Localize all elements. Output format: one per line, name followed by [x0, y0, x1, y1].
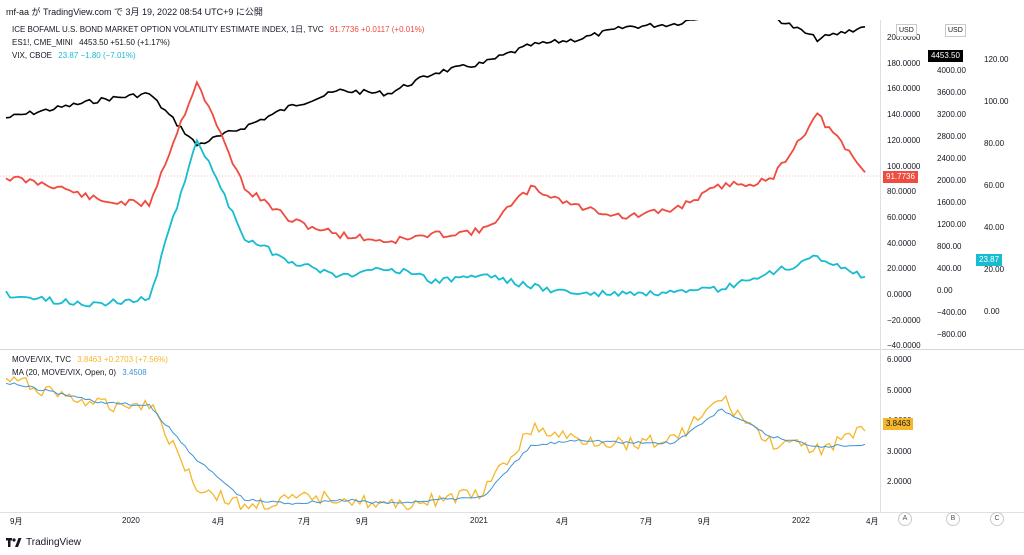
tradingview-logo-icon [6, 538, 22, 547]
ratio-scale-tick: 5.0000 [887, 385, 912, 395]
vix-scale-tick: 80.00 [984, 139, 1005, 148]
legend-ratio-name: MOVE/VIX, TVC [12, 355, 71, 364]
move-scale-tick: 20.0000 [887, 264, 916, 274]
scale-button-a[interactable]: A [898, 512, 912, 526]
move-scale-tick: 40.0000 [887, 238, 916, 248]
es-last-value-badge: 4453.50 [928, 50, 963, 62]
time-scale-tick: 9月 [10, 517, 23, 526]
move-scale-tick: 180.0000 [887, 58, 921, 68]
vix-scale-tick: 60.00 [984, 181, 1005, 190]
legend-ice-value: 91.7736 +0.0117 (+0.01%) [329, 25, 425, 34]
legend-ma: MA (20, MOVE/VIX, Open, 0) 3.4508 [12, 369, 147, 377]
ratio-scale-tick: 2.0000 [887, 477, 912, 486]
usd-label-right[interactable]: USD [945, 24, 966, 37]
time-scale-tick: 7月 [298, 517, 311, 526]
es-scale-tick: 1600.00 [937, 198, 966, 207]
time-scale-tick: 2020 [122, 516, 140, 525]
legend-vix-name: VIX, CBOE [12, 51, 53, 60]
vix-series-line [5, 138, 866, 308]
es-scale-tick: 2800.00 [937, 132, 966, 141]
ratio-scale-tick: 3.0000 [887, 446, 912, 456]
move-vix-series-line [5, 376, 866, 510]
legend-ice: ICE BOFAML U.S. BOND MARKET OPTION VOLAT… [12, 26, 424, 34]
time-scale-tick: 4月 [212, 517, 225, 526]
time-scale-tick: 4月 [556, 517, 569, 526]
move-scale-tick: 0.0000 [887, 290, 912, 299]
vix-last-value-badge: 23.87 [976, 254, 1003, 266]
move-scale-tick: 200.0000 [887, 33, 921, 42]
pane-separator[interactable] [0, 349, 1024, 350]
es-scale-tick: 1200.00 [937, 220, 966, 229]
legend-ratio: MOVE/VIX, TVC 3.8463 +0.2703 (+7.56%) [12, 356, 168, 364]
time-scale-tick: 2021 [470, 516, 488, 525]
vix-scale-tick: 40.00 [984, 223, 1005, 232]
move-scale-tick: −40.0000 [887, 341, 921, 351]
tradingview-brand[interactable]: TradingView [6, 537, 81, 548]
es-scale-tick: 4000.00 [937, 66, 966, 75]
es-scale-tick: 2400.00 [937, 154, 966, 163]
price-scale-border [880, 20, 881, 512]
ratio-pane[interactable] [0, 352, 880, 510]
vix-scale-tick: 120.00 [984, 55, 1009, 64]
legend-ma-value: 3.4508 [122, 368, 147, 377]
move-scale-tick: 140.0000 [887, 110, 921, 120]
ratio-last-value-badge: 3.8463 [883, 418, 914, 430]
es-scale-tick: 800.00 [937, 242, 962, 251]
vix-scale-tick: 100.00 [984, 97, 1009, 106]
es-scale-tick: −400.00 [937, 308, 967, 317]
es-series-line [5, 20, 866, 147]
scale-button-c[interactable]: C [990, 512, 1004, 526]
ratio-scale-tick: 6.0000 [887, 355, 912, 364]
vix-scale-tick: 20.00 [984, 265, 1005, 274]
main-price-pane[interactable] [0, 20, 880, 348]
time-scale-tick: 9月 [356, 517, 369, 526]
legend-vix: VIX, CBOE 23.87 −1.80 (−7.01%) [12, 52, 136, 60]
time-scale-tick: 7月 [640, 517, 653, 526]
legend-vix-value: 23.87 −1.80 (−7.01%) [58, 51, 136, 60]
es-scale-tick: 3600.00 [937, 88, 966, 97]
scale-button-b[interactable]: B [946, 512, 960, 526]
publish-header: mf-aa が TradingView.com で 3月 19, 2022 08… [6, 7, 263, 17]
time-scale-tick: 2022 [792, 516, 810, 525]
vix-scale-tick: 0.00 [984, 307, 1000, 316]
move-scale-tick: 80.0000 [887, 187, 916, 197]
ice-series-line [5, 80, 866, 245]
move-scale-tick: 100.0000 [887, 161, 921, 171]
legend-ratio-value: 3.8463 +0.2703 (+7.56%) [77, 355, 168, 364]
es-scale-tick: 2000.00 [937, 176, 966, 185]
move-scale-tick: −20.0000 [887, 315, 921, 325]
time-scale-tick: 9月 [698, 517, 711, 526]
es-scale-tick: 400.00 [937, 264, 962, 273]
move-scale-tick: 60.0000 [887, 212, 916, 222]
time-scale-border [0, 512, 1024, 513]
time-scale-tick: 4月 [866, 517, 879, 526]
legend-ma-name: MA (20, MOVE/VIX, Open, 0) [12, 368, 117, 377]
es-scale-tick: 0.00 [937, 286, 953, 295]
legend-es-value: 4453.50 +51.50 (+1.17%) [79, 38, 170, 47]
move-scale-tick: 120.0000 [887, 135, 921, 145]
ice-last-value-badge: 91.7736 [883, 171, 918, 183]
move-scale-tick: 160.0000 [887, 84, 921, 94]
legend-es-name: ES1!, CME_MINI [12, 38, 73, 47]
es-scale-tick: 3200.00 [937, 110, 966, 119]
brand-name: TradingView [26, 537, 82, 548]
ma-series-line [5, 382, 866, 505]
es-scale-tick: −800.00 [937, 330, 967, 339]
legend-ice-name: ICE BOFAML U.S. BOND MARKET OPTION VOLAT… [12, 25, 324, 34]
legend-es: ES1!, CME_MINI 4453.50 +51.50 (+1.17%) [12, 39, 170, 47]
usd-label-left[interactable]: USD [896, 24, 917, 37]
